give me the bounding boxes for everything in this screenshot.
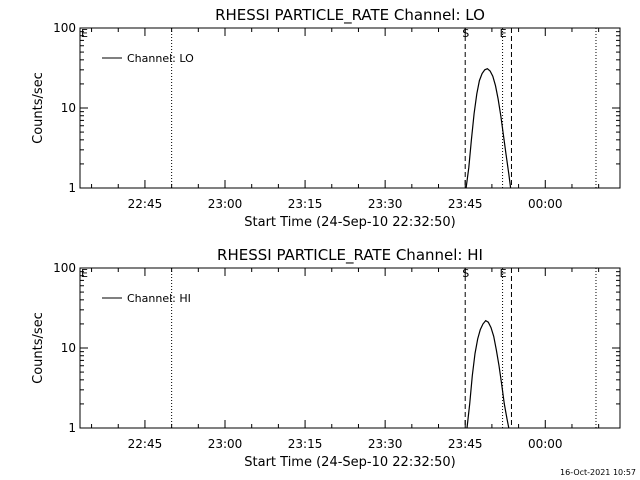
chart-1-y-tick-label: 10 <box>61 101 76 115</box>
chart-1-y-tick-label: 100 <box>53 21 76 35</box>
chart-2-time-marker-label: E <box>81 267 88 280</box>
chart-2-x-tick-label: 23:15 <box>288 437 323 451</box>
chart-2-x-tick-label: 23:00 <box>208 437 243 451</box>
chart-1-x-axis-label: Start Time (24-Sep-10 22:32:50) <box>244 215 455 230</box>
chart-1-x-tick-label: 23:15 <box>288 197 323 211</box>
chart-1-x-tick-label: 23:30 <box>368 197 403 211</box>
chart-2-time-marker-label: S <box>462 267 469 280</box>
footer-timestamp: 16-Oct-2021 10:57 <box>560 468 636 477</box>
chart-1-time-marker-label: S <box>462 27 469 40</box>
chart-2-title: RHESSI PARTICLE_RATE Channel: HI <box>217 246 483 265</box>
chart-1-time-marker-label: E <box>81 27 88 40</box>
chart-2-y-tick-label: 1 <box>68 421 76 435</box>
chart-1-y-axis-label: Counts/sec <box>31 72 46 144</box>
chart-2-time-marker-label: E <box>500 267 507 280</box>
chart-2-series-line <box>466 319 510 429</box>
chart-1-series-line <box>465 68 512 189</box>
chart-2-y-tick-label: 10 <box>61 341 76 355</box>
chart-2-y-tick-label: 100 <box>53 261 76 275</box>
chart-2-legend-entry: Channel: HI <box>127 292 191 305</box>
chart-1-title: RHESSI PARTICLE_RATE Channel: LO <box>215 6 485 25</box>
chart-1-x-tick-label: 22:45 <box>128 197 163 211</box>
chart-2-x-tick-label: 00:00 <box>528 437 563 451</box>
chart-1-x-tick-label: 23:00 <box>208 197 243 211</box>
chart-2-y-axis-label: Counts/sec <box>31 312 46 384</box>
chart-2-x-tick-label: 22:45 <box>128 437 163 451</box>
chart-1-x-tick-label: 00:00 <box>528 197 563 211</box>
chart-1-legend-entry: Channel: LO <box>127 52 194 65</box>
chart-1-time-marker-label: E <box>500 27 507 40</box>
chart-2-x-tick-label: 23:30 <box>368 437 403 451</box>
chart-2-x-tick-label: 23:45 <box>448 437 483 451</box>
chart-1-y-tick-label: 1 <box>68 181 76 195</box>
chart-2-x-axis-label: Start Time (24-Sep-10 22:32:50) <box>244 455 455 470</box>
chart-1-x-tick-label: 23:45 <box>448 197 483 211</box>
